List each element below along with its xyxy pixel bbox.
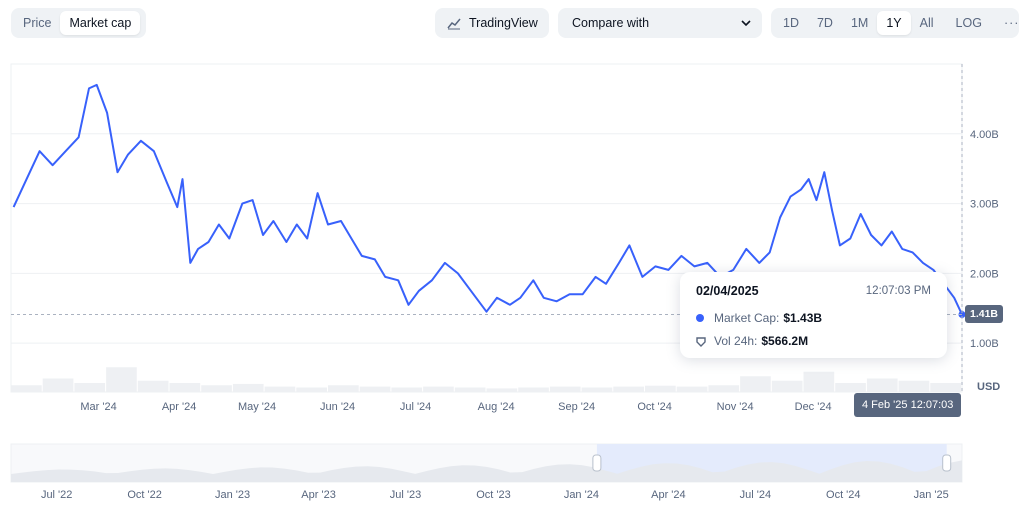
y-tick-label: 2.00B	[970, 268, 999, 280]
compare-with-label: Compare with	[572, 16, 650, 30]
y-tick-label: 4.00B	[970, 129, 999, 141]
range-log[interactable]: LOG	[955, 16, 982, 30]
navigator-tick-label: Jul '22	[41, 489, 72, 501]
volume-bar	[486, 388, 518, 392]
tooltip-market-cap-row: Market Cap: $1.43B	[696, 311, 931, 325]
x-tick-label: Sep '24	[558, 401, 595, 413]
x-tick-label: Nov '24	[717, 401, 754, 413]
volume-bar	[391, 387, 423, 392]
navigator-tick-label: Jan '24	[564, 489, 599, 501]
navigator-handle	[942, 454, 952, 472]
volume-bar	[518, 387, 549, 392]
y-tick-label: 1.00B	[970, 338, 999, 350]
tooltip-volume-label: Vol 24h:	[714, 334, 758, 348]
volume-bar	[328, 385, 359, 392]
ellipsis-icon[interactable]: ···	[1003, 16, 1020, 30]
volume-bar	[232, 383, 264, 392]
volume-bar	[423, 386, 454, 392]
volume-bar	[264, 386, 296, 392]
x-tick-label: Aug '24	[478, 401, 515, 413]
range-selector: 1D 7D 1M 1Y All LOG ···	[771, 8, 1019, 38]
x-tick-label: May '24	[238, 401, 276, 413]
tab-market-cap[interactable]: Market cap	[60, 11, 141, 35]
volume-bar	[645, 385, 676, 392]
volume-bar	[581, 387, 613, 392]
tradingview-label: TradingView	[469, 16, 538, 30]
navigator-tick-label: Oct '23	[476, 489, 511, 501]
navigator-tick-label: Jan '23	[215, 489, 250, 501]
volume-bar	[106, 367, 137, 392]
navigator-tick-label: Oct '24	[826, 489, 861, 501]
volume-bar	[835, 383, 866, 392]
navigator-tick-label: Apr '23	[301, 489, 336, 501]
navigator-tick-label: Jul '23	[390, 489, 421, 501]
tooltip-date: 02/04/2025	[696, 284, 759, 298]
volume-bar	[11, 385, 42, 392]
navigator-tick-label: Apr '24	[651, 489, 686, 501]
volume-bar	[454, 387, 486, 392]
volume-bar	[740, 376, 771, 392]
tradingview-button[interactable]: TradingView	[435, 8, 549, 38]
tooltip-volume-value: $566.2M	[761, 334, 809, 348]
x-tick-label: Jun '24	[320, 401, 355, 413]
navigator-tick-label: Oct '22	[127, 489, 162, 501]
tooltip-market-cap-label: Market Cap:	[714, 311, 780, 325]
range-1d[interactable]: 1D	[783, 16, 799, 30]
x-tick-label: Oct '24	[637, 401, 672, 413]
volume-bar	[137, 380, 169, 392]
volume-bar	[898, 380, 930, 392]
market-cap-series-line	[12, 83, 963, 315]
volume-shield-icon	[696, 336, 706, 347]
volume-bar	[169, 383, 201, 392]
last-point-dot	[958, 311, 966, 319]
line-chart-icon	[447, 16, 461, 30]
chevron-down-icon	[740, 17, 752, 32]
tooltip-market-cap-value: $1.43B	[783, 311, 823, 325]
tooltip-time: 12:07:03 PM	[865, 285, 931, 297]
volume-bar	[866, 378, 898, 392]
volume-bar	[42, 378, 74, 392]
tab-price[interactable]: Price	[23, 16, 52, 30]
tooltip-volume-row: Vol 24h: $566.2M	[696, 334, 931, 348]
current-value-tag: 1.41B	[965, 305, 1004, 323]
volume-bar	[613, 386, 644, 392]
x-tick-label: Dec '24	[795, 401, 832, 413]
volume-bar	[296, 387, 327, 392]
range-all[interactable]: All	[919, 16, 934, 30]
x-tick-label: Mar '24	[80, 401, 116, 413]
compare-with-select[interactable]: Compare with	[558, 8, 762, 38]
volume-bar	[803, 371, 835, 392]
currency-label: USD	[977, 381, 1001, 393]
volume-bar	[676, 386, 708, 392]
x-tick-label: Jul '24	[400, 401, 431, 413]
series-dot-icon	[696, 314, 704, 322]
x-tick-label: Apr '24	[162, 401, 197, 413]
navigator-handle	[592, 454, 602, 472]
y-tick-label: 3.00B	[970, 199, 999, 211]
range-7d[interactable]: 7D	[816, 16, 833, 30]
tooltip-header: 02/04/2025 12:07:03 PM	[696, 284, 931, 298]
price-marketcap-toggle: Price Market cap	[11, 8, 146, 38]
volume-bar	[708, 385, 740, 392]
volume-bar	[930, 383, 961, 392]
navigator-area	[11, 460, 962, 482]
navigator-tick-label: Jul '24	[740, 489, 771, 501]
crosshair-time-tag: 4 Feb '25 12:07:03	[854, 393, 962, 417]
chart-tooltip: 02/04/2025 12:07:03 PM Market Cap: $1.43…	[680, 272, 947, 358]
volume-bar	[771, 380, 803, 392]
range-1y[interactable]: 1Y	[877, 11, 911, 35]
volume-bar	[549, 386, 581, 392]
navigator-tick-label: Jan '25	[914, 489, 949, 501]
volume-bar	[74, 383, 106, 392]
volume-bar	[201, 385, 232, 392]
range-1m[interactable]: 1M	[850, 16, 869, 30]
volume-bar	[359, 386, 391, 392]
